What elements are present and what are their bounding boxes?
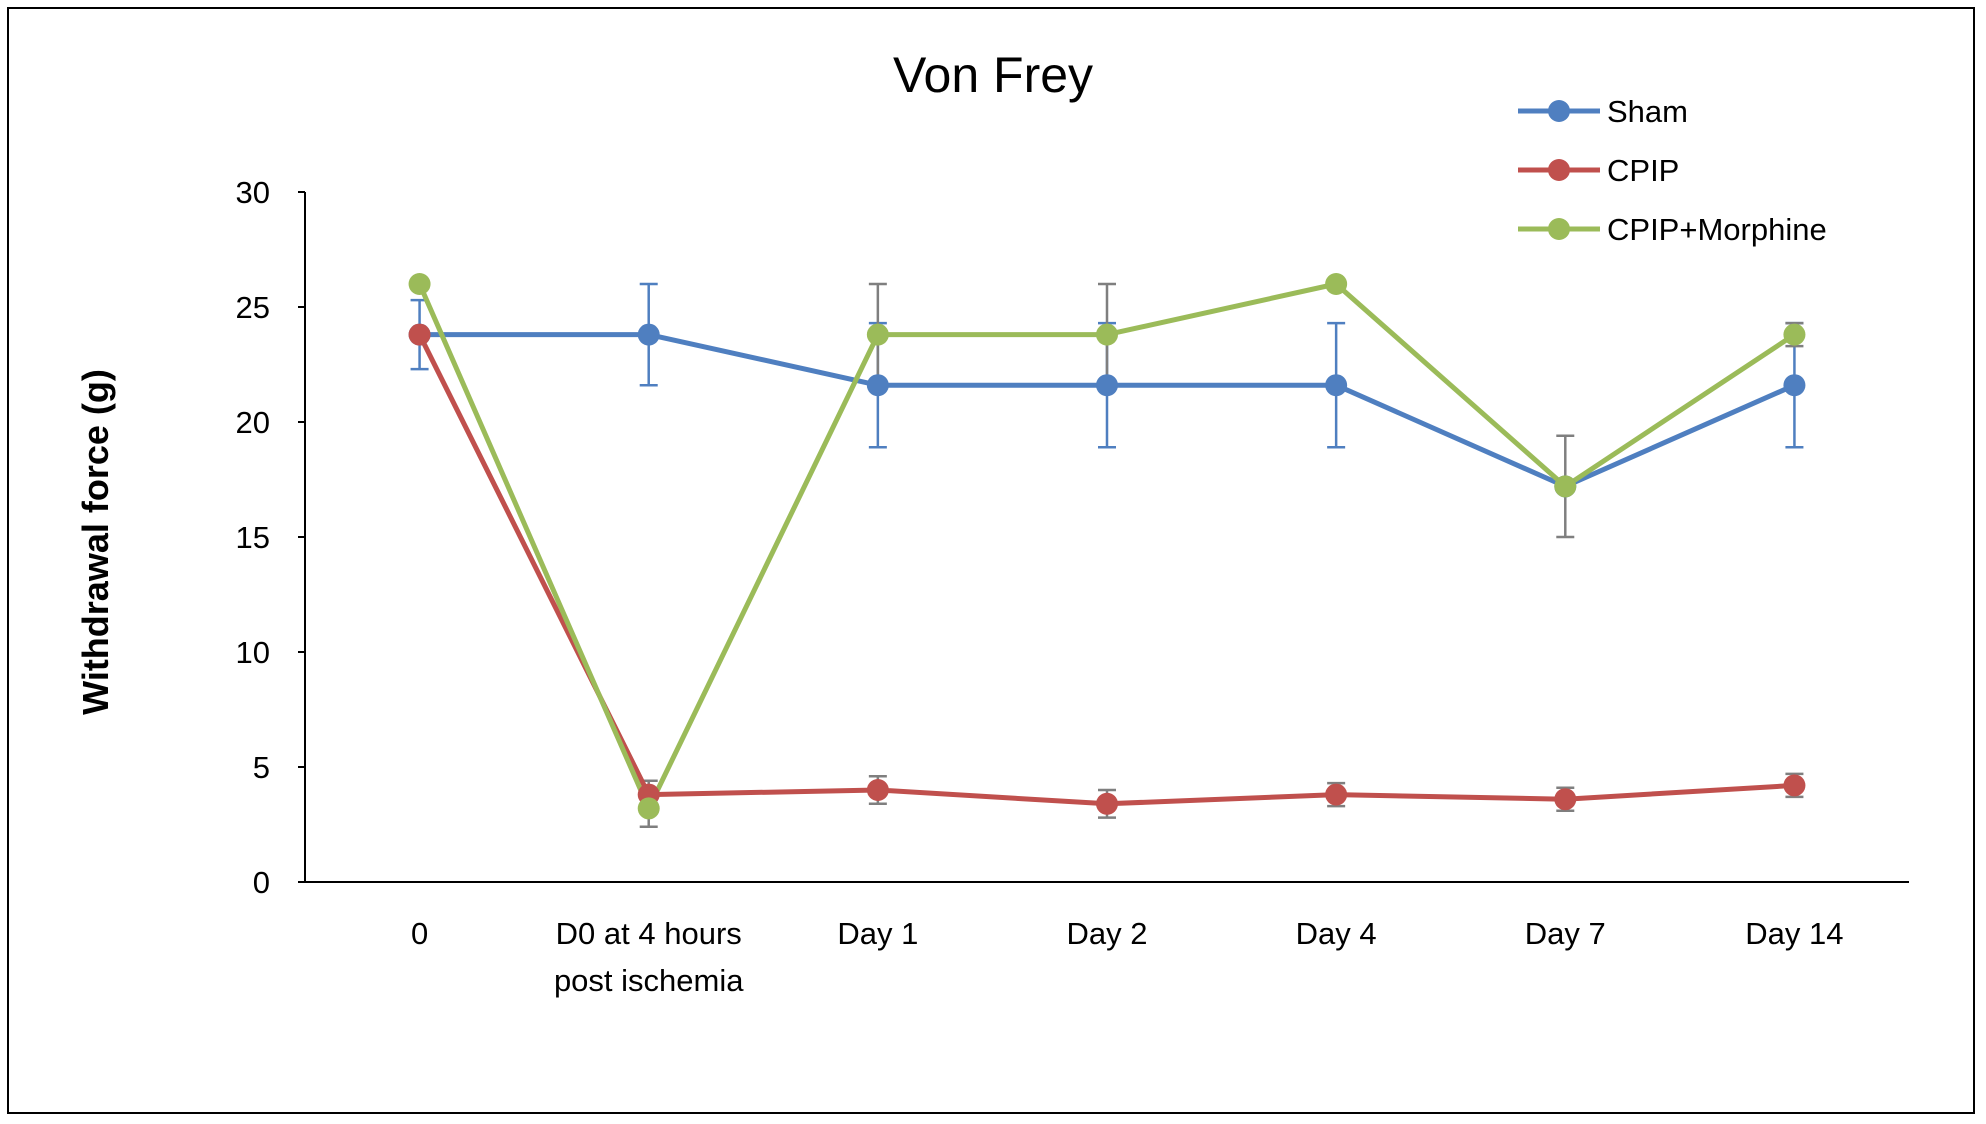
legend-label: Sham [1607,94,1688,129]
x-tick-label-line: Day 2 [1067,916,1148,951]
data-point [1096,323,1118,346]
data-point [1783,774,1806,797]
x-tick-label: Day 2 [1067,916,1148,951]
legend-label: CPIP+Morphine [1607,212,1827,247]
legend: Sham CPIP CPIP+Morphine [1518,94,1827,247]
x-tick-label-line: Day 1 [837,916,918,951]
y-tick-label: 30 [236,175,270,210]
data-point [1554,788,1577,811]
data-point [1554,475,1577,498]
data-point [637,323,660,346]
y-tick-label: 25 [236,290,270,325]
chart-frame [7,7,1975,1114]
x-tick-label-line: Day 14 [1745,916,1843,951]
x-tick-label: Day 4 [1296,916,1377,951]
x-tick-label-line: post ischemia [554,963,744,998]
data-point [866,779,889,801]
legend-label: CPIP [1607,153,1679,188]
x-ticks: 0 D0 at 4 hours post ischemia Day 1 Day 2 Day… [411,916,1844,998]
data-point [866,323,889,346]
y-tick-label: 10 [236,635,270,670]
data-point [1783,323,1806,346]
x-tick-label-line: Day 4 [1296,916,1377,951]
data-point [1325,783,1348,806]
x-tick-label: Day 1 [837,916,918,951]
data-point [1325,273,1348,295]
legend-marker [1548,159,1570,181]
data-point [408,273,431,295]
x-tick-label-line: 0 [411,916,428,951]
legend-marker [1548,218,1570,240]
data-point [637,797,660,820]
x-tick-label: D0 at 4 hours post ischemia [554,916,744,998]
y-tick-label: 5 [253,750,270,785]
y-ticks: 0 5 10 15 20 25 30 [236,175,305,900]
legend-marker [1548,100,1570,122]
data-point [1783,374,1806,397]
x-tick-label: Day 7 [1525,916,1606,951]
y-tick-label: 15 [236,520,270,555]
data-point [1096,374,1118,397]
x-tick-label: 0 [411,916,428,951]
x-tick-label-line: D0 at 4 hours [556,916,742,951]
data-point [408,323,431,346]
y-tick-label: 20 [236,405,270,440]
x-tick-label: Day 14 [1745,916,1843,951]
x-tick-label-line: Day 7 [1525,916,1606,951]
y-axis-label: Withdrawal force (g) [75,369,116,715]
data-point [1325,374,1348,397]
data-point [866,374,889,397]
data-point [1096,792,1118,815]
series-points [408,273,1806,820]
chart-title: Von Frey [893,47,1093,103]
y-tick-label: 0 [253,865,270,900]
